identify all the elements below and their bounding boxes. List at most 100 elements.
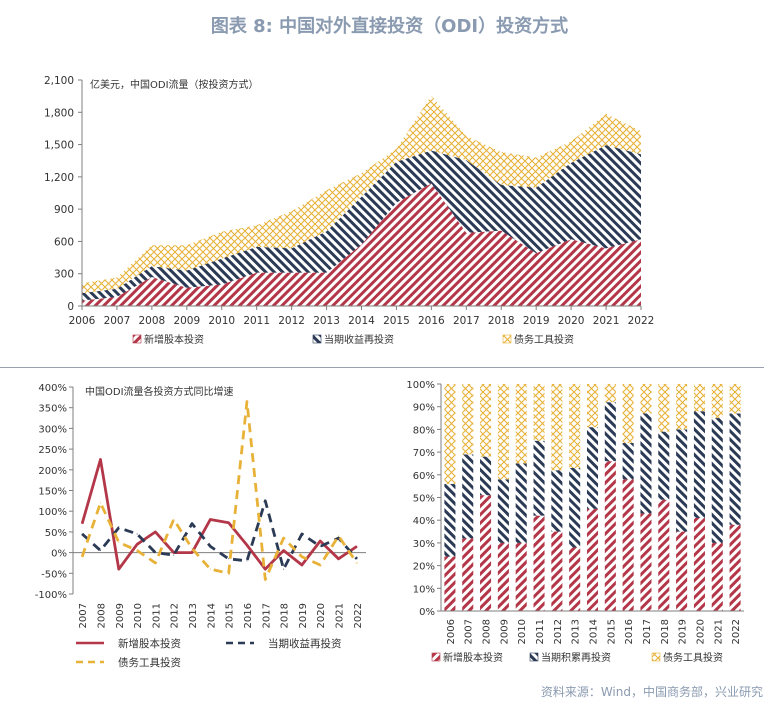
bar-segment-yellow	[462, 384, 474, 455]
bar-segment-yellow	[604, 384, 616, 403]
y-tick-label: 0%	[51, 549, 67, 560]
bar-segment-navy	[676, 429, 688, 532]
y-tick-label: 100%	[38, 507, 67, 518]
x-tick-label: 2020	[558, 315, 585, 327]
legend-label: 新增股本投资	[144, 333, 204, 346]
bar-segment-yellow	[622, 384, 634, 444]
data-point	[173, 554, 175, 556]
bar-segment-red	[533, 515, 545, 611]
bar-segment-yellow	[533, 384, 545, 441]
series-line-red	[80, 458, 358, 571]
x-tick-label: 2013	[313, 315, 340, 327]
figure-title: 图表 8: 中国对外直接投资（ODI）投资方式	[210, 16, 569, 37]
x-tick-label: 2012	[278, 315, 305, 327]
bar-segment-yellow	[515, 384, 527, 464]
y-tick-label: 60%	[413, 471, 435, 482]
bar-segment-yellow	[711, 384, 723, 419]
x-tick-label: 2015	[225, 603, 236, 628]
area-band-red	[82, 183, 641, 306]
legend-swatch	[529, 652, 539, 662]
data-point	[118, 568, 120, 570]
data-point	[209, 545, 211, 547]
data-point	[301, 556, 303, 558]
data-point	[173, 518, 175, 520]
bar-segment-red	[569, 547, 581, 611]
y-tick-label: 600	[54, 236, 74, 248]
data-point	[356, 558, 358, 560]
panel-divider	[0, 367, 764, 368]
data-point	[81, 523, 83, 525]
area-band-navy	[82, 145, 641, 301]
legend-swatch	[651, 652, 661, 662]
x-tick-label: 2018	[280, 603, 291, 628]
stacked-area-chart: 0 300 600 900 1,200 1,500 1,800 2,100 2006 2007 20…	[44, 75, 654, 346]
data-point	[264, 579, 266, 581]
data-point	[246, 400, 248, 402]
y-tick-label: 400%	[38, 383, 67, 394]
bar-segment-navy	[444, 483, 456, 557]
series-line-navy	[81, 499, 358, 571]
x-tick-label: 2014	[589, 619, 600, 644]
y-tick-label: 0%	[419, 607, 435, 618]
data-point	[228, 522, 230, 524]
data-point	[136, 550, 138, 552]
x-tick-label: 2013	[188, 603, 199, 628]
data-point	[283, 550, 285, 552]
x-tick-label: 2015	[383, 315, 410, 327]
x-tick-label: 2009	[173, 315, 200, 327]
x-tick-label: 2016	[243, 603, 254, 628]
x-tick-label: 2007	[104, 315, 131, 327]
bar-segment-navy	[640, 413, 652, 514]
bar-segment-yellow	[444, 384, 456, 484]
y-tick-label: 90%	[413, 403, 435, 414]
bar-segment-navy	[604, 402, 616, 462]
bar-segment-navy	[586, 427, 599, 509]
area-band-yellow	[82, 95, 641, 294]
x-tick-label: 2009	[115, 603, 126, 628]
bar-segment-yellow	[640, 384, 652, 414]
x-tick-label: 2007	[78, 603, 89, 628]
x-tick-label: 2016	[418, 315, 445, 327]
data-point	[209, 568, 211, 570]
bar-segment-red	[586, 508, 599, 611]
data-point	[246, 544, 248, 546]
bar-segment-navy	[569, 467, 581, 548]
x-tick-label: 2018	[660, 619, 671, 644]
bar-segment-red	[462, 538, 474, 611]
data-point	[356, 562, 358, 564]
legend-label: 债务工具投资	[514, 333, 574, 346]
bar-segment-red	[658, 499, 670, 611]
x-tick-label: 2010	[517, 619, 528, 644]
x-tick-label: 2012	[170, 603, 181, 628]
data-point	[136, 543, 138, 545]
x-tick-label: 2011	[535, 619, 546, 644]
y-tick-label: 150%	[38, 487, 67, 498]
x-tick-label: 2019	[678, 619, 689, 644]
y-tick-label: 20%	[413, 562, 435, 573]
bar-segment-red	[551, 531, 563, 611]
data-point	[191, 552, 193, 554]
bar-segment-yellow	[729, 384, 741, 414]
y-tick-label: 100%	[406, 380, 435, 391]
x-tick-label: 2014	[348, 315, 375, 327]
bar-segment-navy	[551, 470, 563, 532]
data-point	[264, 500, 266, 502]
y-tick-label: 50%	[45, 528, 67, 539]
bar-segment-red	[693, 517, 705, 611]
legend-swatch	[132, 334, 142, 344]
x-tick-label: 2019	[523, 315, 550, 327]
y-tick-label: 0	[67, 301, 74, 313]
chart-annotation: 中国ODI流量各投资方式同比增速	[85, 385, 234, 398]
x-tick-label: 2022	[731, 619, 742, 644]
x-tick-label: 2010	[208, 315, 235, 327]
data-point	[154, 531, 156, 533]
y-tick-label: 50%	[413, 494, 435, 505]
x-tick-label: 2015	[606, 619, 617, 644]
y-tick-label: 2,100	[44, 75, 74, 87]
y-tick-label: 300	[54, 269, 74, 281]
legend-label: 当期积累再投资	[541, 651, 611, 664]
data-point	[283, 537, 285, 539]
bar-segment-red	[497, 542, 509, 611]
data-point	[338, 558, 340, 560]
bar-segment-yellow	[586, 384, 599, 428]
